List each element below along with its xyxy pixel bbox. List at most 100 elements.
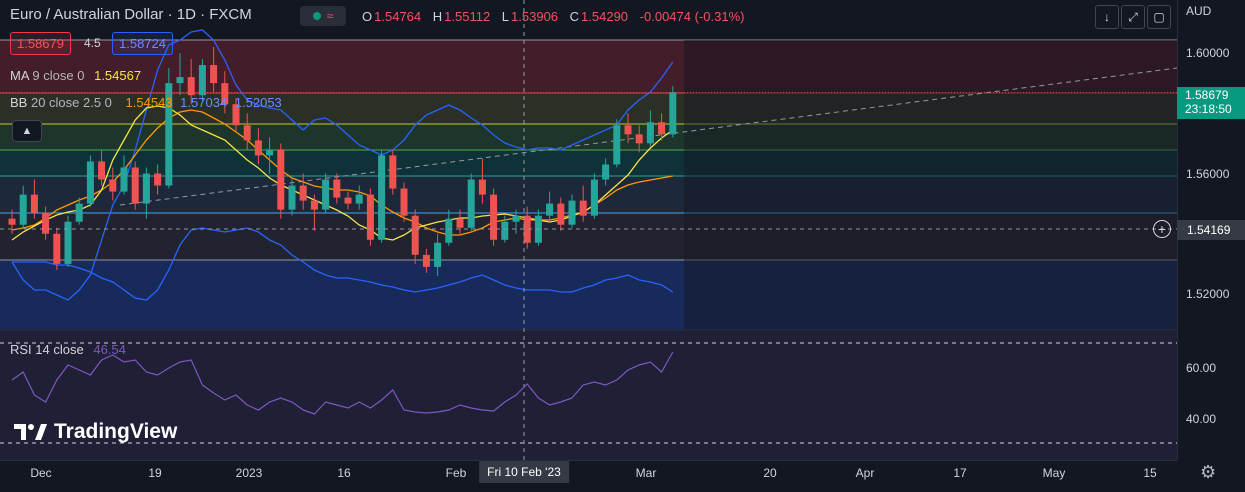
candle-body: [8, 218, 16, 225]
candle-body: [288, 185, 296, 210]
candle-body: [624, 125, 632, 135]
candle-body: [635, 134, 643, 144]
close-label: C: [569, 9, 580, 24]
collapse-legend-button[interactable]: ▲: [12, 120, 42, 142]
candle-body: [646, 122, 654, 144]
candle-body: [109, 179, 117, 192]
rsi-tick: 60.00: [1186, 361, 1217, 375]
time-tick: 19: [148, 466, 162, 480]
logo-text: TradingView: [54, 420, 178, 443]
candle-body: [42, 212, 50, 234]
chart-canvas[interactable]: [0, 0, 1177, 460]
crosshair-price-label: 1.54169: [1177, 220, 1245, 240]
gear-icon[interactable]: ⚙: [1200, 462, 1217, 482]
candle-body: [310, 200, 318, 210]
window-button[interactable]: ▢: [1147, 5, 1171, 29]
candle-body: [266, 149, 274, 156]
time-axis[interactable]: Dec 19 2023 16 Feb Mar 20 Apr 17 May 15: [0, 460, 1177, 492]
rsi-tick: 40.00: [1186, 412, 1217, 426]
candle-body: [355, 194, 363, 204]
candle-body: [98, 161, 106, 180]
candle-body: [165, 83, 173, 186]
down-arrow-button[interactable]: ↓: [1095, 5, 1119, 29]
change-value: -0.00474 (-0.31%): [639, 9, 745, 24]
time-tick: 15: [1143, 466, 1157, 480]
buy-price-button[interactable]: 1.58724: [112, 32, 173, 55]
fib-zone: [0, 176, 1177, 213]
candle-body: [75, 203, 83, 222]
sell-price-button[interactable]: 1.58679: [10, 32, 71, 55]
rsi-pane-background: [0, 330, 1177, 460]
rsi-name: RSI: [10, 342, 32, 357]
price-tick: 1.56000: [1186, 167, 1230, 181]
candle-body: [366, 194, 374, 240]
candle-body: [19, 194, 27, 225]
current-price-label: 1.58679 23:18:50: [1177, 87, 1245, 119]
candle-body: [658, 122, 666, 135]
candle-body: [254, 140, 262, 156]
price-tick: 1.52000: [1186, 287, 1230, 301]
high-value: 1.55112: [444, 9, 491, 24]
time-tick: Feb: [445, 466, 467, 480]
bar-countdown: 23:18:50: [1185, 102, 1232, 116]
fib-zone: [0, 40, 1177, 93]
rsi-legend[interactable]: RSI 14 close 46.54: [10, 342, 126, 357]
candle-body: [490, 194, 498, 240]
currency-label[interactable]: AUD: [1186, 4, 1212, 18]
candle-body: [322, 179, 330, 210]
candle-body: [523, 215, 531, 243]
open-label: O: [362, 9, 373, 24]
bb-legend[interactable]: BB 20 close 2.5 0 1.54543 1.57034 1.5205…: [10, 95, 282, 110]
symbol-title[interactable]: Euro / Australian Dollar · 1D · FXCM: [10, 6, 252, 23]
candle-body: [198, 65, 206, 96]
candle-body: [176, 77, 184, 84]
ma-value: 1.54567: [94, 68, 142, 83]
ma-name: MA: [10, 68, 29, 83]
candle-body: [277, 149, 285, 210]
fib-zone: [0, 213, 1177, 260]
candle-body: [187, 77, 195, 96]
candle-body: [344, 197, 352, 204]
low-label: L: [501, 9, 510, 24]
candle-body: [579, 200, 587, 216]
candle-body: [232, 104, 240, 126]
time-tick: Dec: [30, 466, 52, 480]
candle-body: [546, 203, 554, 216]
rsi-value: 46.54: [93, 342, 126, 357]
current-price: 1.58679: [1185, 88, 1229, 102]
candle-body: [210, 65, 218, 84]
bb-params: 20 close 2.5 0: [30, 95, 112, 110]
crosshair-price: 1.54169: [1187, 223, 1231, 237]
candle-body: [378, 155, 386, 240]
fullscreen-button[interactable]: ⤢: [1121, 5, 1145, 29]
candle-body: [590, 179, 598, 216]
candle-body: [120, 167, 128, 192]
tradingview-logo-icon: [14, 424, 47, 440]
chevron-up-icon: ▲: [21, 125, 33, 137]
candle-body: [131, 167, 139, 204]
ma-params: 9 close 0: [32, 68, 85, 83]
candle-body: [467, 179, 475, 228]
time-tick: Mar: [635, 466, 657, 480]
bb-lower-band-line: [12, 227, 674, 301]
bb-lower-value: 1.52053: [234, 95, 282, 110]
open-value: 1.54764: [374, 9, 422, 24]
candle-body: [478, 179, 486, 195]
candle-body: [154, 173, 162, 186]
ma-legend[interactable]: MA 9 close 0 1.54567: [10, 68, 141, 83]
candle-body: [557, 203, 565, 225]
candle-body: [602, 164, 610, 180]
price-tick: 1.60000: [1186, 46, 1230, 60]
candle-body: [86, 161, 94, 204]
bb-basis-value: 1.54543: [125, 95, 173, 110]
market-status-badge[interactable]: ≈: [300, 6, 346, 26]
chart-pane[interactable]: Euro / Australian Dollar · 1D · FXCM ≈ O…: [0, 0, 1177, 460]
candle-body: [456, 218, 464, 228]
add-order-button[interactable]: +: [1153, 220, 1171, 238]
time-tick: Apr: [855, 466, 875, 480]
candle-body: [221, 83, 229, 105]
rsi-params: 14 close: [35, 342, 84, 357]
candle-body: [445, 218, 453, 243]
future-area-shade: [684, 40, 1177, 330]
candle-body: [512, 215, 520, 222]
